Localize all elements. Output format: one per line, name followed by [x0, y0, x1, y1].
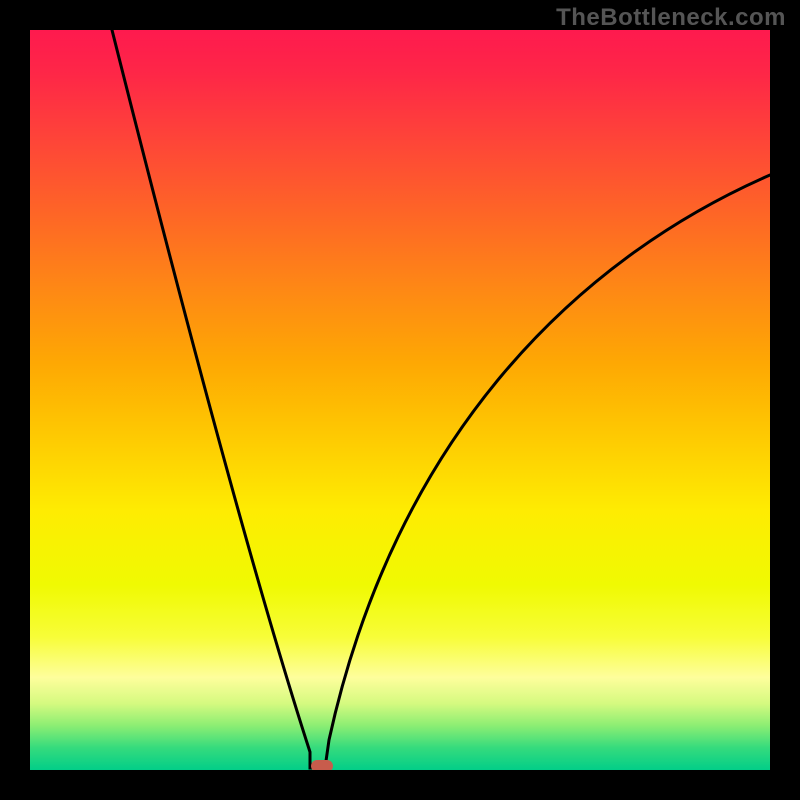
bottleneck-chart-svg	[0, 0, 800, 800]
watermark-text: TheBottleneck.com	[556, 4, 786, 32]
chart-canvas: TheBottleneck.com	[0, 0, 800, 800]
